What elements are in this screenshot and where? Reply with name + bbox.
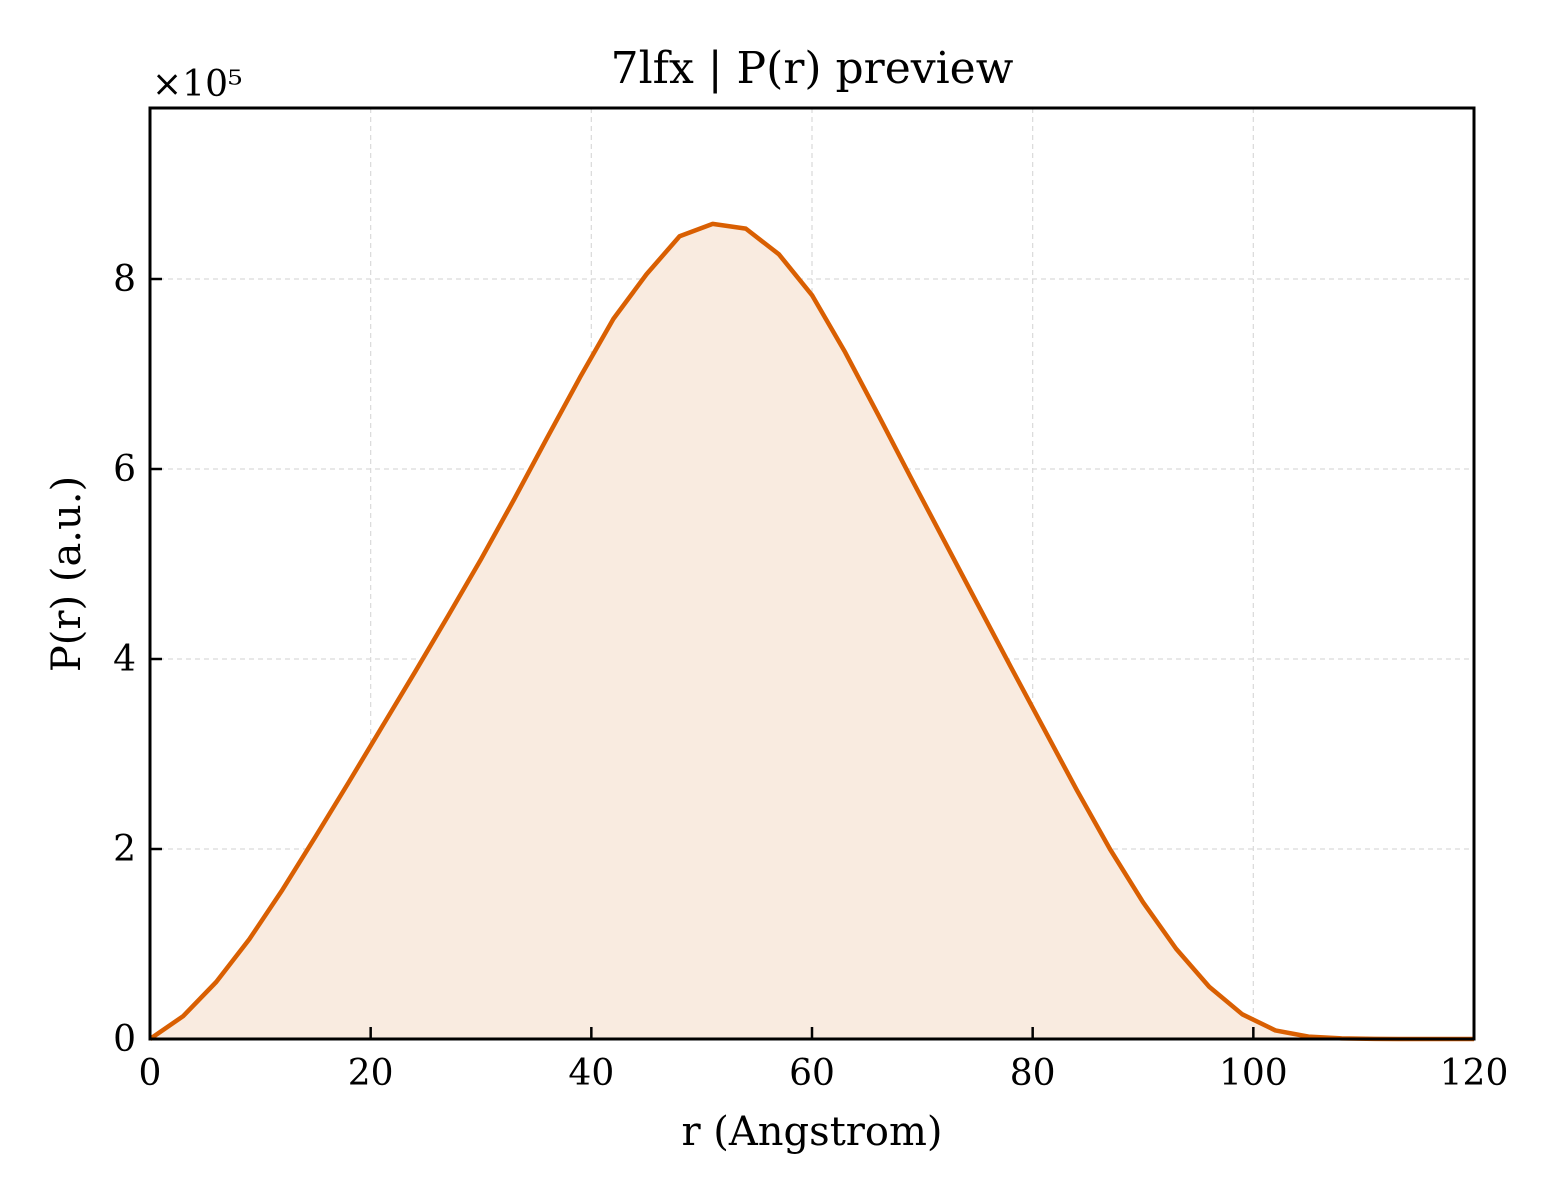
x-tick-label: 120	[1440, 1053, 1509, 1094]
y-tick-label: 6	[113, 449, 136, 490]
x-tick-label: 0	[139, 1053, 162, 1094]
x-tick-label: 100	[1219, 1053, 1288, 1094]
y-tick-label: 8	[113, 259, 136, 300]
x-tick-label: 80	[1010, 1053, 1056, 1094]
y-axis-label: P(r) (a.u.)	[44, 476, 90, 672]
series-area-fill	[150, 223, 1474, 1039]
series-line	[148, 221, 1474, 1042]
x-tick-label: 40	[568, 1053, 614, 1094]
y-multiplier-label: ×10⁵	[152, 64, 242, 105]
tick-labels: 0 20 40 60 80 100 120 0 2 4 6 8	[113, 259, 1508, 1094]
y-tick-label: 0	[113, 1019, 136, 1060]
x-tick-label: 20	[348, 1053, 394, 1094]
x-axis-label: r (Angstrom)	[681, 1109, 942, 1155]
y-tick-label: 2	[113, 829, 136, 870]
plot-frame	[148, 106, 1476, 1041]
chart-title: 7lfx | P(r) preview	[611, 43, 1014, 94]
x-tick-label: 60	[789, 1053, 835, 1094]
y-tick-label: 4	[113, 639, 136, 680]
